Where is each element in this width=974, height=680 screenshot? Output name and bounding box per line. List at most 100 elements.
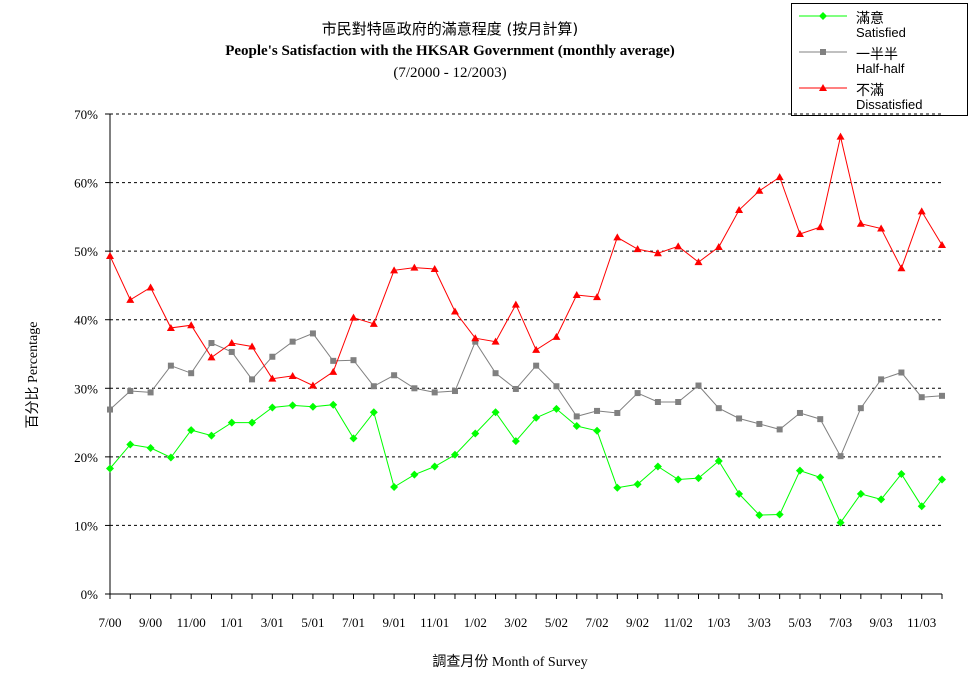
data-point-satisfied [653,462,662,471]
chart-subtitle: (7/2000 - 12/2003) [393,65,507,81]
data-point-half-half [776,426,783,433]
x-tick-label: 3/03 [748,615,771,630]
data-point-dissatisfied [593,293,602,301]
legend-square-marker-icon [799,49,847,55]
data-point-dissatisfied [308,381,317,389]
data-point-half-half [249,376,256,383]
legend-label-dissatisfied-zh: 不滿 [856,83,884,99]
legend-label-half-half: Half-half [856,61,905,76]
data-point-dissatisfied [795,230,804,237]
x-tick-label: 7/03 [829,615,852,630]
x-tick-label: 5/01 [301,615,324,630]
data-point-satisfied [390,483,399,492]
data-point-satisfied [694,474,703,483]
chart-title-block: 市民對特區政府的滿意程度 (按月計算) People's Satisfactio… [150,18,750,84]
data-point-dissatisfied [694,258,703,266]
data-point-dissatisfied [917,207,926,215]
data-point-satisfied [187,426,196,435]
data-point-half-half [431,389,438,396]
data-point-half-half [939,392,945,399]
data-point-half-half [756,420,763,427]
x-tick-label: 11/02 [664,615,693,630]
data-point-dissatisfied [572,291,581,299]
data-point-half-half [837,453,844,460]
data-point-dissatisfied [369,319,378,327]
data-point-satisfied [836,518,845,527]
data-point-dissatisfied [714,243,723,251]
data-point-dissatisfied [836,132,845,140]
data-point-dissatisfied [897,264,906,272]
y-tick-label: 60% [74,176,98,191]
data-point-satisfied [735,489,744,498]
data-point-half-half [614,409,621,416]
data-point-dissatisfied [410,263,419,271]
data-point-half-half [533,362,540,369]
data-point-satisfied [106,464,114,473]
data-point-satisfied [552,404,561,413]
x-tick-label: 5/02 [545,615,568,630]
x-tick-label: 9/02 [626,615,649,630]
data-point-half-half [107,406,113,413]
chart-title-chinese: 市民對特區政府的滿意程度 (按月計算) [321,20,579,38]
data-point-half-half [878,376,885,383]
data-point-satisfied [349,434,358,443]
y-tick-label: 10% [74,518,98,533]
x-tick-label: 11/00 [177,615,206,630]
data-point-half-half [188,370,195,377]
x-tick-label: 11/03 [907,615,936,630]
legend-diamond-marker-icon [799,12,847,20]
series-line-dissatisfied [109,136,943,387]
data-point-satisfied [917,502,926,511]
chart-legend: 滿意 Satisfied 一半半 Half-half 不滿 Dissatisfi… [791,3,968,116]
y-tick-label: 20% [74,450,98,465]
data-point-satisfied [491,408,500,417]
data-point-satisfied [268,403,277,412]
data-point-satisfied [816,473,825,482]
y-tick-label: 30% [74,381,98,396]
data-point-half-half [451,388,458,395]
data-point-dissatisfied [511,300,520,308]
data-point-dissatisfied [390,266,399,274]
data-point-satisfied [877,495,886,504]
x-tick-label: 7/02 [585,615,608,630]
data-point-satisfied [593,426,602,435]
data-point-satisfied [227,418,236,427]
data-point-satisfied [126,440,135,449]
data-point-satisfied [450,450,459,459]
data-point-satisfied [430,462,439,471]
data-point-dissatisfied [288,371,297,379]
data-point-dissatisfied [329,367,338,375]
legend-label-satisfied: Satisfied [856,25,906,40]
data-point-satisfied [410,470,419,479]
chart-title: People's Satisfaction with the HKSAR Gov… [225,43,675,59]
data-point-half-half [269,353,276,360]
data-point-dissatisfied [633,245,642,253]
data-point-dissatisfied [187,321,196,329]
data-point-satisfied [856,489,865,498]
data-point-satisfied [146,443,155,452]
data-point-satisfied [511,437,520,446]
data-point-dissatisfied [227,339,236,347]
data-point-satisfied [207,431,216,440]
series-line-half-half [109,332,943,458]
data-point-half-half [492,370,499,377]
x-tick-label: 7/00 [98,615,121,630]
data-point-half-half [208,340,215,347]
data-point-half-half [370,383,377,390]
data-point-dissatisfied [653,249,662,257]
x-tick-label: 7/01 [342,615,365,630]
data-point-dissatisfied [877,224,886,232]
data-point-half-half [634,390,641,397]
data-point-satisfied [795,466,804,475]
data-point-satisfied [248,418,257,427]
data-point-dissatisfied [775,173,784,181]
data-point-half-half [411,385,418,392]
data-point-satisfied [613,483,622,492]
data-point-dissatisfied [856,219,865,227]
data-point-dissatisfied [532,345,541,353]
data-point-satisfied [674,475,683,484]
x-tick-label: 1/02 [464,615,487,630]
data-point-half-half [817,416,824,423]
data-point-half-half [857,405,864,412]
